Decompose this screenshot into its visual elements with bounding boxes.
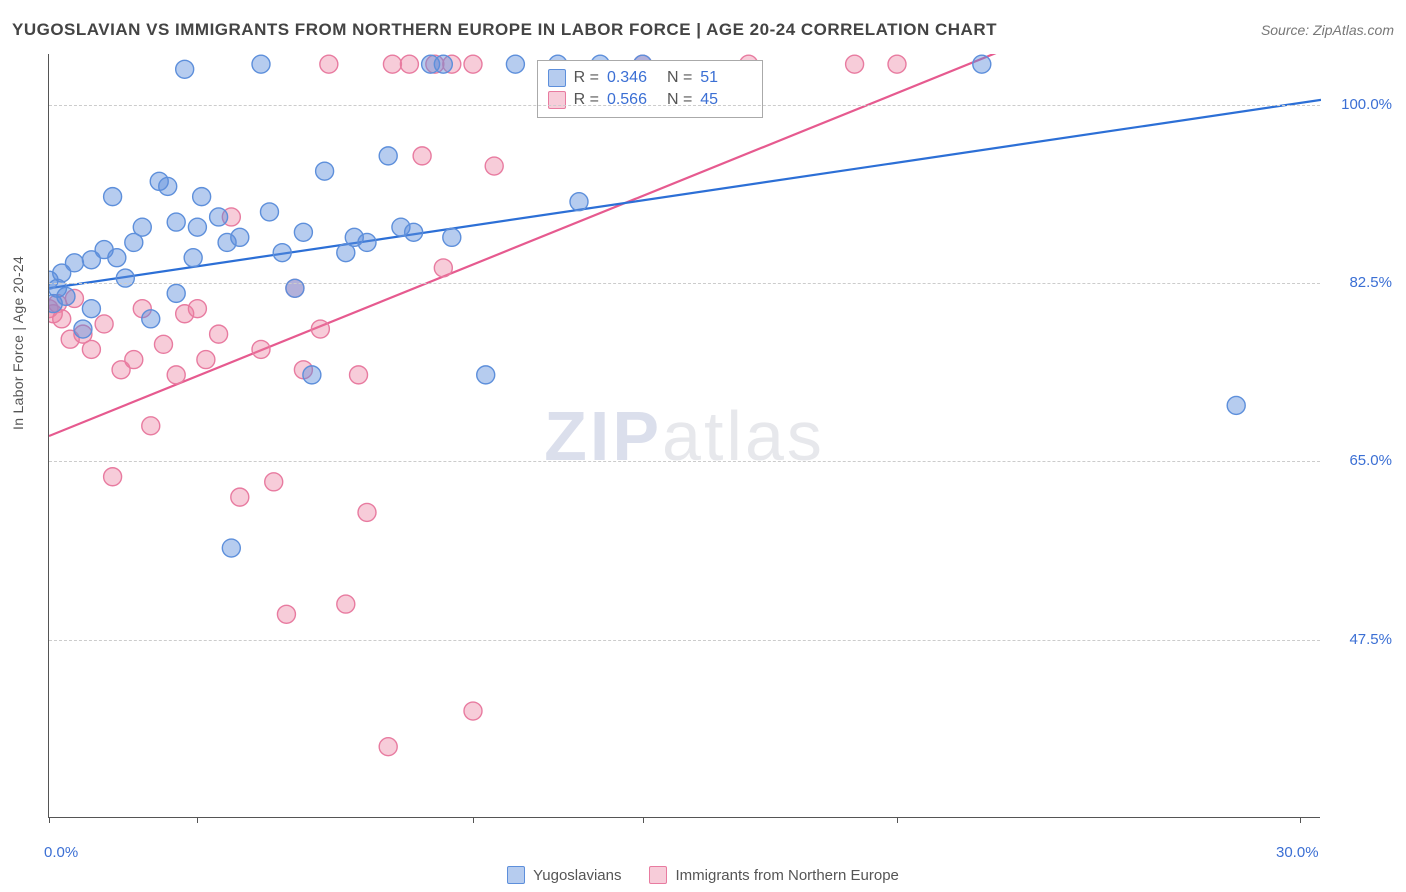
r-value: 0.346 <box>607 69 659 87</box>
gridline <box>49 640 1320 641</box>
gridline <box>49 283 1320 284</box>
x-tick-mark <box>49 817 50 823</box>
swatch-blue <box>507 866 525 884</box>
legend-swatch <box>548 91 566 109</box>
series-legend: Yugoslavians Immigrants from Northern Eu… <box>0 866 1406 884</box>
legend-label-1: Yugoslavians <box>533 867 621 884</box>
correlation-legend-row: R = 0.346 N = 51 <box>548 67 753 89</box>
chart-title: YUGOSLAVIAN VS IMMIGRANTS FROM NORTHERN … <box>12 20 997 40</box>
x-tick-mark <box>473 817 474 823</box>
y-axis-label: In Labor Force | Age 20-24 <box>10 256 26 430</box>
y-tick-label: 47.5% <box>1328 631 1392 648</box>
gridline <box>49 105 1320 106</box>
n-value: 45 <box>700 91 752 109</box>
chart-canvas <box>49 54 1321 818</box>
x-axis-end-label: 30.0% <box>1276 844 1319 861</box>
r-label: R = <box>574 91 599 109</box>
correlation-legend: R = 0.346 N = 51 R = 0.566 N = 45 <box>537 60 764 118</box>
swatch-pink <box>649 866 667 884</box>
source-attribution: Source: ZipAtlas.com <box>1261 22 1394 38</box>
n-value: 51 <box>700 69 752 87</box>
legend-item-yugoslavians: Yugoslavians <box>507 866 621 884</box>
x-tick-mark <box>643 817 644 823</box>
gridline <box>49 461 1320 462</box>
x-tick-mark <box>897 817 898 823</box>
legend-swatch <box>548 69 566 87</box>
n-label: N = <box>667 91 692 109</box>
r-value: 0.566 <box>607 91 659 109</box>
y-tick-label: 100.0% <box>1328 96 1392 113</box>
n-label: N = <box>667 69 692 87</box>
correlation-legend-row: R = 0.566 N = 45 <box>548 89 753 111</box>
x-tick-mark <box>197 817 198 823</box>
x-axis-start-label: 0.0% <box>44 844 78 861</box>
chart-header: YUGOSLAVIAN VS IMMIGRANTS FROM NORTHERN … <box>12 20 1394 40</box>
y-tick-label: 82.5% <box>1328 274 1392 291</box>
scatter-plot: ZIPatlas R =0.346N =51R =0.566N =45 100.… <box>48 54 1320 818</box>
legend-item-northern-europe: Immigrants from Northern Europe <box>649 866 898 884</box>
y-tick-label: 65.0% <box>1328 452 1392 469</box>
r-label: R = <box>574 69 599 87</box>
legend-label-2: Immigrants from Northern Europe <box>675 867 898 884</box>
x-tick-mark <box>1300 817 1301 823</box>
